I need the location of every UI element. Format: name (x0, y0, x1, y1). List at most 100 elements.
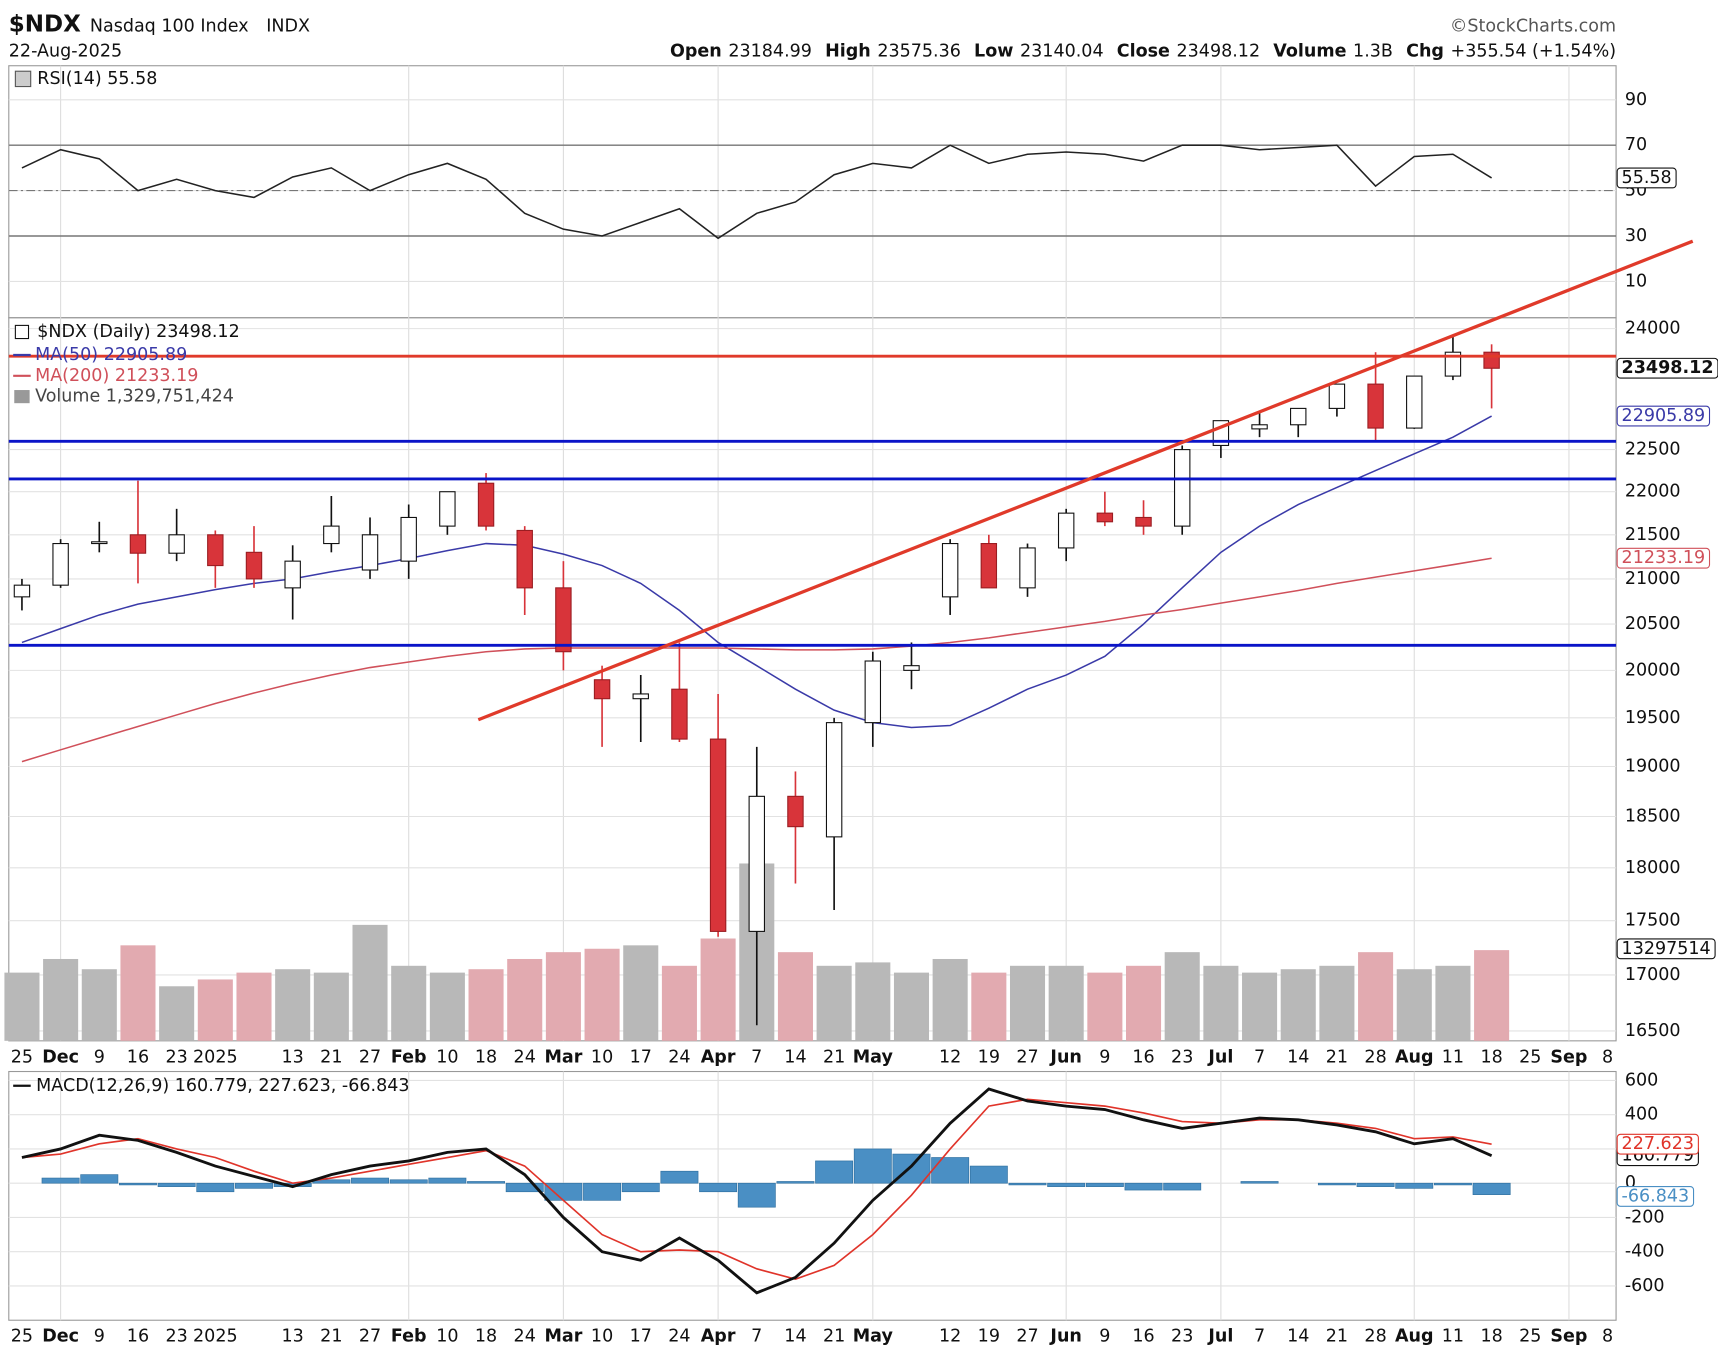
quote-value: 23140.04 (1020, 41, 1104, 61)
volume-bar (352, 924, 388, 1041)
histogram-bar (1163, 1182, 1202, 1191)
histogram-bar (815, 1160, 854, 1184)
x-tick-label: 7 (1254, 1047, 1265, 1067)
candle-body (477, 482, 495, 527)
volume-bar (4, 972, 40, 1041)
x-tick-label: Feb (391, 1047, 427, 1067)
x-tick-label: 2025 (193, 1327, 238, 1347)
x-tick-label: 13 (282, 1047, 304, 1067)
x-tick-label: 8 (1602, 1047, 1613, 1067)
legend: $NDX (Daily) 23498.12 (37, 322, 239, 342)
value-box-label: 23498.12 (1622, 358, 1714, 378)
x-tick-label: 10 (436, 1327, 458, 1347)
x-tick-label: 9 (94, 1047, 105, 1067)
candle-body (864, 660, 882, 724)
y-tick-label: 70 (1625, 135, 1647, 155)
candle-body (787, 795, 804, 828)
volume-bar (1280, 969, 1316, 1041)
x-tick-label: Aug (1395, 1327, 1434, 1347)
histogram-bar (583, 1182, 622, 1201)
macd-frame (8, 1070, 1617, 1321)
x-tick-label: 27 (1016, 1327, 1038, 1347)
histogram-bar (157, 1182, 196, 1187)
volume-bar (971, 972, 1007, 1041)
x-tick-label: 10 (591, 1327, 613, 1347)
volume-bar (1474, 950, 1510, 1041)
y-tick-label: 22500 (1625, 440, 1681, 460)
legend: MA(50) 22905.89 (35, 345, 187, 365)
y-tick-label: 24000 (1625, 319, 1681, 339)
value-box-label: 22905.89 (1622, 406, 1706, 426)
volume-bar (777, 952, 813, 1041)
y-tick-label: 16500 (1625, 1021, 1681, 1041)
histogram-bar (931, 1157, 970, 1184)
candle-body (1483, 351, 1500, 369)
candle-body (439, 491, 456, 527)
line (21, 415, 1492, 729)
histogram-bar (1317, 1182, 1356, 1186)
y-tick-label: 21000 (1625, 569, 1681, 589)
x-tick-label: 25 (1519, 1047, 1541, 1067)
value-box (1616, 167, 1677, 189)
candle-body (207, 534, 224, 567)
x-tick-label: 11 (1442, 1047, 1464, 1067)
volume-bar (81, 969, 117, 1041)
y-tick-label: 22000 (1625, 482, 1681, 502)
histogram-bar (776, 1181, 815, 1184)
volume-bar (507, 958, 543, 1041)
y-tick-label: 600 (1625, 1070, 1658, 1090)
index-name: Nasdaq 100 Index (90, 16, 249, 36)
volume-bar (623, 945, 659, 1041)
volume-bar (120, 945, 156, 1041)
y-tick-label: 19000 (1625, 757, 1681, 777)
y-tick-label: 19500 (1625, 708, 1681, 728)
quote-value: 23575.36 (877, 41, 961, 61)
line (21, 1087, 1493, 1295)
x-tick-label: 27 (1016, 1047, 1038, 1067)
histogram-bar (1085, 1182, 1124, 1187)
quote: +355.54 (+1.54%) Chg 1.3B Volume 23498.12 Clo… (670, 41, 1616, 61)
volume-bar (391, 965, 427, 1041)
volume-bar (1242, 972, 1278, 1041)
histogram-bar (1395, 1182, 1434, 1189)
legend: RSI(14) 55.58 (37, 69, 157, 89)
x-tick-label: 12 (939, 1047, 961, 1067)
histogram-bar (389, 1179, 428, 1184)
y-tick-label: 21500 (1625, 525, 1681, 545)
x-tick-label: May (853, 1047, 894, 1067)
x-tick-label: 14 (1287, 1327, 1309, 1347)
x-tick-label: 23 (165, 1327, 187, 1347)
legend-icon (14, 324, 30, 340)
x-tick-label: 16 (1132, 1047, 1154, 1067)
histogram-bar (428, 1177, 467, 1184)
symbol: $NDX (9, 12, 81, 38)
x-tick-label: Dec (42, 1327, 79, 1347)
exchange: INDX (266, 16, 310, 36)
volume-bar (236, 972, 272, 1041)
value-box (1616, 547, 1711, 569)
x-tick-label: 7 (1254, 1327, 1265, 1347)
x-tick-label: 18 (1480, 1047, 1502, 1067)
x-tick-label: 11 (1442, 1327, 1464, 1347)
x-tick-label: 9 (94, 1327, 105, 1347)
volume-bar (1396, 969, 1432, 1041)
x-tick-label: Apr (701, 1327, 736, 1347)
volume-bar (816, 965, 852, 1041)
x-tick-label: 14 (784, 1327, 806, 1347)
histogram-bar (80, 1174, 119, 1184)
volume-bar (197, 979, 233, 1041)
volume-bar (1164, 952, 1200, 1041)
x-tick-label: 24 (668, 1327, 690, 1347)
candle-body (632, 693, 649, 700)
volume-bar (661, 965, 697, 1041)
x-tick-label: 21 (320, 1327, 342, 1347)
candle-body (1444, 351, 1462, 377)
x-tick-label: 7 (751, 1047, 762, 1067)
x-tick-label: Jun (1049, 1047, 1081, 1067)
x-tick-label: Sep (1550, 1047, 1587, 1067)
value-box-label: 227.623 (1622, 1134, 1694, 1154)
x-tick-label: 16 (1132, 1327, 1154, 1347)
x-tick-label: 9 (1099, 1047, 1110, 1067)
value-box (1616, 938, 1716, 960)
